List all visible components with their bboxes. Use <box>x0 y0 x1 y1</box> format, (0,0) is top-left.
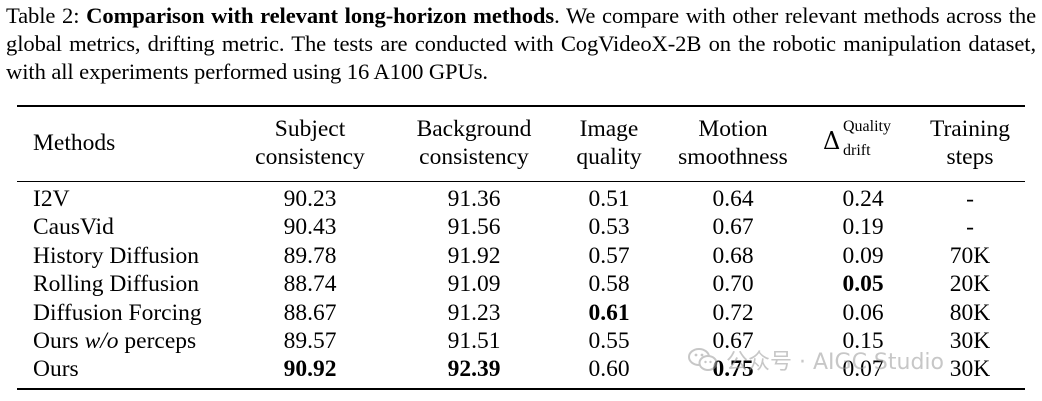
cell-method: Rolling Diffusion <box>33 271 200 298</box>
cell-image-best: 0.61 <box>588 299 630 326</box>
cell-background: 91.36 <box>447 186 501 212</box>
cell-image: 0.57 <box>588 242 630 269</box>
cell-subject: 89.57 <box>283 328 337 355</box>
cell-steps: 20K <box>949 271 991 298</box>
cell-image: 0.51 <box>588 186 630 212</box>
cell-subject: 88.74 <box>283 271 337 298</box>
cell-background-best: 92.39 <box>447 356 501 383</box>
cell-motion: 0.67 <box>712 328 754 355</box>
cell-motion: 0.70 <box>712 271 754 298</box>
cell-subject: 88.67 <box>283 299 337 326</box>
table-caption: Table 2: Comparison with relevant long-h… <box>6 2 1036 86</box>
cell-steps: - <box>966 214 974 241</box>
cell-drift: 0.07 <box>842 356 884 383</box>
delta-superscript: Quality <box>843 117 891 135</box>
cell-drift: 0.06 <box>842 299 884 326</box>
cell-drift: 0.19 <box>842 214 884 241</box>
cell-subject-best: 90.92 <box>283 356 337 383</box>
cell-steps: 80K <box>949 299 991 326</box>
cell-steps: 30K <box>949 356 991 383</box>
cell-method: Ours w/o perceps <box>33 328 197 355</box>
cell-motion-best: 0.75 <box>712 356 754 383</box>
cell-motion: 0.67 <box>712 214 754 241</box>
table-row: Rolling Diffusion 88.74 91.09 0.58 0.70 … <box>17 270 1025 298</box>
cell-drift-best: 0.05 <box>842 271 884 298</box>
delta-symbol: Δ <box>823 126 841 155</box>
cell-drift: 0.15 <box>842 328 884 355</box>
cell-background: 91.09 <box>447 271 501 298</box>
caption-title: Comparison with relevant long-horizon me… <box>86 3 555 28</box>
cell-subject: 90.43 <box>283 214 337 241</box>
cell-method: Diffusion Forcing <box>33 299 202 326</box>
cell-motion: 0.64 <box>712 186 754 212</box>
cell-image: 0.53 <box>588 214 630 241</box>
header-background-consistency: Background consistency <box>416 116 532 170</box>
delta-subscript: drift <box>843 141 871 159</box>
cell-background: 91.51 <box>447 328 501 355</box>
table-bottom-rule <box>17 388 1025 390</box>
cell-method: Ours <box>33 356 79 383</box>
cell-background: 91.56 <box>447 214 501 241</box>
table-top-rule <box>17 105 1025 107</box>
table-row: Diffusion Forcing 88.67 91.23 0.61 0.72 … <box>17 299 1025 327</box>
cell-background: 91.23 <box>447 299 501 326</box>
header-motion-smoothness: Motion smoothness <box>678 116 788 170</box>
header-image-quality: Image quality <box>576 116 642 170</box>
cell-subject: 89.78 <box>283 242 337 269</box>
cell-steps: 70K <box>949 242 991 269</box>
cell-method: I2V <box>33 186 70 212</box>
cell-steps: - <box>966 186 974 212</box>
caption-label: Table 2: <box>6 3 80 28</box>
table-header-row: Methods Subject consistency Background c… <box>17 105 1025 181</box>
table-row: Ours 90.92 92.39 0.60 0.75 0.07 30K <box>17 355 1025 383</box>
header-methods: Methods <box>33 130 116 156</box>
table-row: I2V 90.23 91.36 0.51 0.64 0.24 - <box>17 181 1025 213</box>
cell-background: 91.92 <box>447 242 501 269</box>
caption-text: . We compare with other relevant methods… <box>6 3 1036 84</box>
header-quality-drift: Δ Quality drift <box>811 105 915 181</box>
cell-motion: 0.68 <box>712 242 754 269</box>
cell-drift: 0.09 <box>842 242 884 269</box>
cell-motion: 0.72 <box>712 299 754 326</box>
table-row: CausVid 90.43 91.56 0.53 0.67 0.19 - <box>17 213 1025 241</box>
table-header-rule <box>17 181 1025 182</box>
cell-method: CausVid <box>33 214 114 241</box>
header-training-steps: Training steps <box>929 116 1011 170</box>
cell-drift: 0.24 <box>842 186 884 212</box>
cell-image: 0.55 <box>588 328 630 355</box>
results-table: Methods Subject consistency Background c… <box>17 105 1025 384</box>
cell-subject: 90.23 <box>283 186 337 212</box>
table-row: History Diffusion 89.78 91.92 0.57 0.68 … <box>17 242 1025 270</box>
cell-image: 0.60 <box>588 356 630 383</box>
cell-method: History Diffusion <box>33 242 200 269</box>
cell-image: 0.58 <box>588 271 630 298</box>
cell-steps: 30K <box>949 328 991 355</box>
table-row: Ours w/o perceps 89.57 91.51 0.55 0.67 0… <box>17 327 1025 355</box>
header-subject-consistency: Subject consistency <box>255 116 365 170</box>
